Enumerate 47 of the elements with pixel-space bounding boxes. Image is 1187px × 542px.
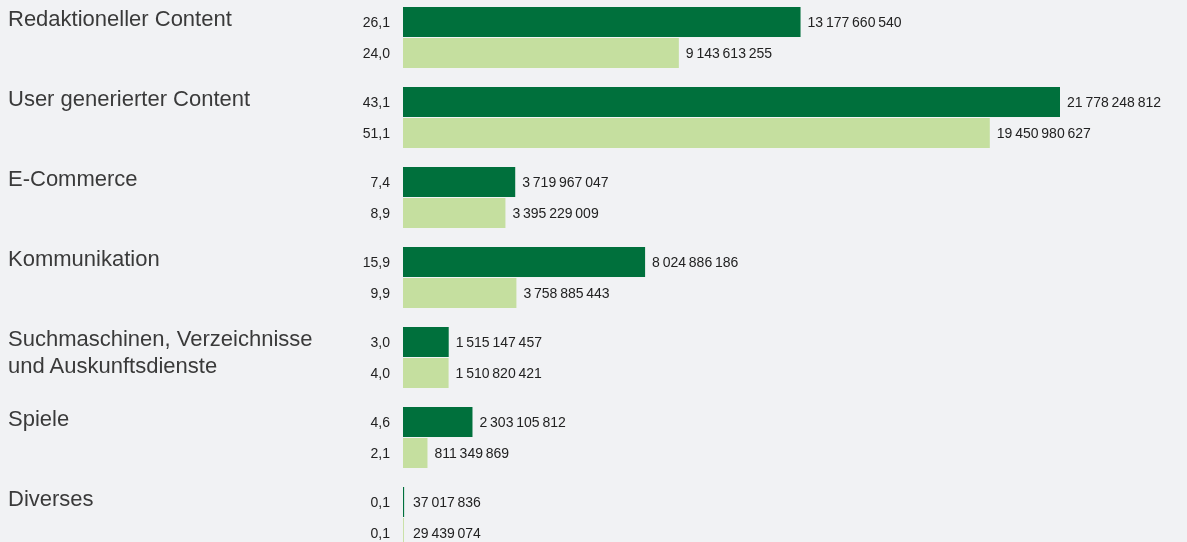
text: 0,1 (370, 494, 391, 510)
text: 8,9 (370, 205, 391, 221)
y-tick-label: User generierter Content (8, 86, 251, 111)
bar (403, 87, 1060, 117)
y-tick-label: Kommunikation (8, 246, 160, 271)
data-label: 3 758 885 443 (523, 285, 610, 301)
text: 4,6 (370, 414, 391, 430)
text: 2,1 (370, 445, 391, 461)
data-label: 811 349 869 (434, 445, 510, 461)
data-label: 37 017 836 (413, 494, 482, 510)
y-tick-label: E-Commerce (8, 166, 138, 191)
data-label: 21 778 248 812 (1067, 94, 1162, 110)
data-label: 19 450 980 627 (996, 125, 1092, 141)
data-label: 13 177 660 540 (807, 14, 902, 30)
text: 26,1 (362, 14, 391, 30)
bar (403, 167, 516, 197)
text: 51,1 (362, 125, 391, 141)
y-tick-label: Diverses (8, 486, 94, 511)
y-tick-label: Suchmaschinen, Verzeichnisse und Auskunftsdienste (8, 326, 313, 378)
data-label: 9 143 613 255 (685, 45, 773, 61)
text: 43,1 (362, 94, 391, 110)
text: 4,0 (370, 365, 391, 381)
text: 0,1 (370, 525, 391, 541)
data-label: 1 515 147 457 (455, 334, 543, 350)
bar (403, 407, 473, 437)
text: 3,0 (370, 334, 391, 350)
text: 15,9 (362, 254, 391, 270)
bar (403, 7, 801, 37)
bar (403, 198, 506, 228)
data-label: 8 024 886 186 (652, 254, 739, 270)
y-tick-label: Redaktioneller Content (8, 6, 232, 31)
bar (403, 247, 646, 277)
y-tick-label: Spiele (8, 406, 70, 431)
text: 7,4 (370, 174, 391, 190)
data-label: 3 395 229 009 (512, 205, 599, 221)
text: 9,9 (370, 285, 391, 301)
bar (403, 327, 449, 357)
bar (403, 118, 990, 148)
text: 24,0 (362, 45, 391, 61)
data-label: 1 510 820 421 (455, 365, 543, 381)
data-label: 29 439 074 (413, 525, 482, 541)
bar (403, 38, 679, 68)
data-label: 2 303 105 812 (479, 414, 566, 430)
data-label: 3 719 967 047 (522, 174, 609, 190)
bar (403, 438, 428, 468)
bar (403, 358, 449, 388)
bar (403, 278, 517, 308)
